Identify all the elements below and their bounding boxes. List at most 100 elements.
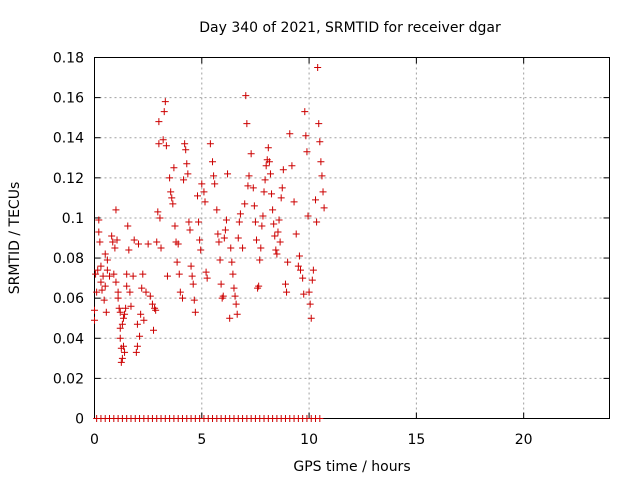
data-point — [117, 358, 125, 366]
data-point — [213, 206, 221, 214]
data-point — [91, 306, 98, 314]
data-point — [188, 272, 196, 280]
x-tick-label: 10 — [300, 432, 318, 448]
data-point — [155, 118, 163, 126]
data-point — [197, 246, 205, 254]
data-point — [320, 204, 328, 212]
data-point — [318, 172, 326, 180]
data-point — [133, 320, 141, 328]
data-point — [206, 140, 214, 148]
data-point — [231, 292, 239, 300]
data-point — [313, 218, 321, 226]
data-point — [227, 244, 235, 252]
data-point — [175, 270, 183, 278]
data-point — [98, 286, 106, 294]
data-point — [173, 258, 181, 266]
data-point — [96, 238, 104, 246]
data-point — [161, 98, 169, 106]
data-points — [91, 64, 328, 422]
data-point — [140, 316, 148, 324]
data-point — [159, 136, 167, 144]
data-point — [171, 222, 179, 230]
data-point — [211, 180, 219, 188]
data-point — [115, 304, 123, 312]
data-point — [137, 310, 145, 318]
data-point — [308, 276, 316, 284]
y-tick-label: 0.08 — [53, 251, 84, 267]
data-point — [118, 354, 126, 362]
x-axis-label: GPS time / hours — [293, 459, 410, 475]
data-point — [228, 258, 236, 266]
data-point — [118, 320, 126, 328]
data-point — [215, 238, 223, 246]
x-tick-label: 20 — [515, 432, 533, 448]
data-point — [174, 240, 182, 248]
data-point — [170, 164, 178, 172]
data-point — [275, 216, 283, 224]
data-point — [121, 348, 129, 356]
data-point — [184, 170, 192, 178]
data-point — [242, 92, 250, 100]
y-tick-label: 0 — [75, 412, 84, 428]
data-point — [150, 326, 158, 334]
data-point — [100, 296, 108, 304]
data-point — [262, 162, 270, 170]
data-point — [182, 146, 190, 154]
data-point — [221, 226, 229, 234]
data-point — [217, 280, 225, 288]
data-point — [250, 202, 258, 210]
y-tick-label: 0.1 — [62, 211, 84, 227]
data-point — [244, 182, 252, 190]
data-point — [312, 196, 320, 204]
data-point — [126, 288, 134, 296]
data-point — [160, 108, 168, 116]
data-point — [110, 270, 118, 278]
data-point — [176, 288, 184, 296]
data-point — [185, 218, 193, 226]
data-point — [187, 262, 195, 270]
data-point — [236, 210, 244, 218]
data-point — [300, 290, 308, 298]
data-point — [271, 232, 279, 240]
data-point — [116, 334, 124, 342]
data-point — [196, 236, 204, 244]
data-point — [112, 206, 120, 214]
data-point — [198, 180, 206, 188]
data-point — [219, 292, 227, 300]
data-point — [276, 238, 284, 246]
data-point — [125, 246, 133, 254]
data-point — [134, 240, 142, 248]
plot-frame — [94, 57, 610, 419]
data-point — [138, 284, 146, 292]
data-point — [106, 272, 114, 280]
x-tick-labels: 0 5 10 15 20 — [90, 432, 533, 448]
data-point — [264, 144, 272, 152]
data-point — [286, 130, 294, 138]
y-tick-label: 0.06 — [53, 291, 84, 307]
data-point — [130, 236, 138, 244]
data-point — [273, 250, 281, 258]
data-point — [232, 300, 240, 308]
data-point — [91, 316, 98, 324]
data-point — [314, 64, 322, 72]
data-point — [224, 170, 232, 178]
data-point — [256, 256, 264, 264]
data-point — [317, 158, 325, 166]
data-point — [253, 236, 261, 244]
data-point — [122, 304, 130, 312]
data-point — [95, 216, 103, 224]
data-point — [186, 226, 194, 234]
data-point — [154, 208, 162, 216]
data-point — [309, 266, 317, 274]
data-point — [200, 188, 208, 196]
data-point — [255, 282, 263, 290]
data-point — [162, 142, 170, 150]
data-point — [155, 140, 163, 148]
data-point — [153, 238, 161, 246]
data-point — [102, 308, 110, 316]
data-point — [292, 230, 300, 238]
data-point — [99, 272, 107, 280]
data-point — [283, 288, 291, 296]
data-point — [190, 296, 198, 304]
